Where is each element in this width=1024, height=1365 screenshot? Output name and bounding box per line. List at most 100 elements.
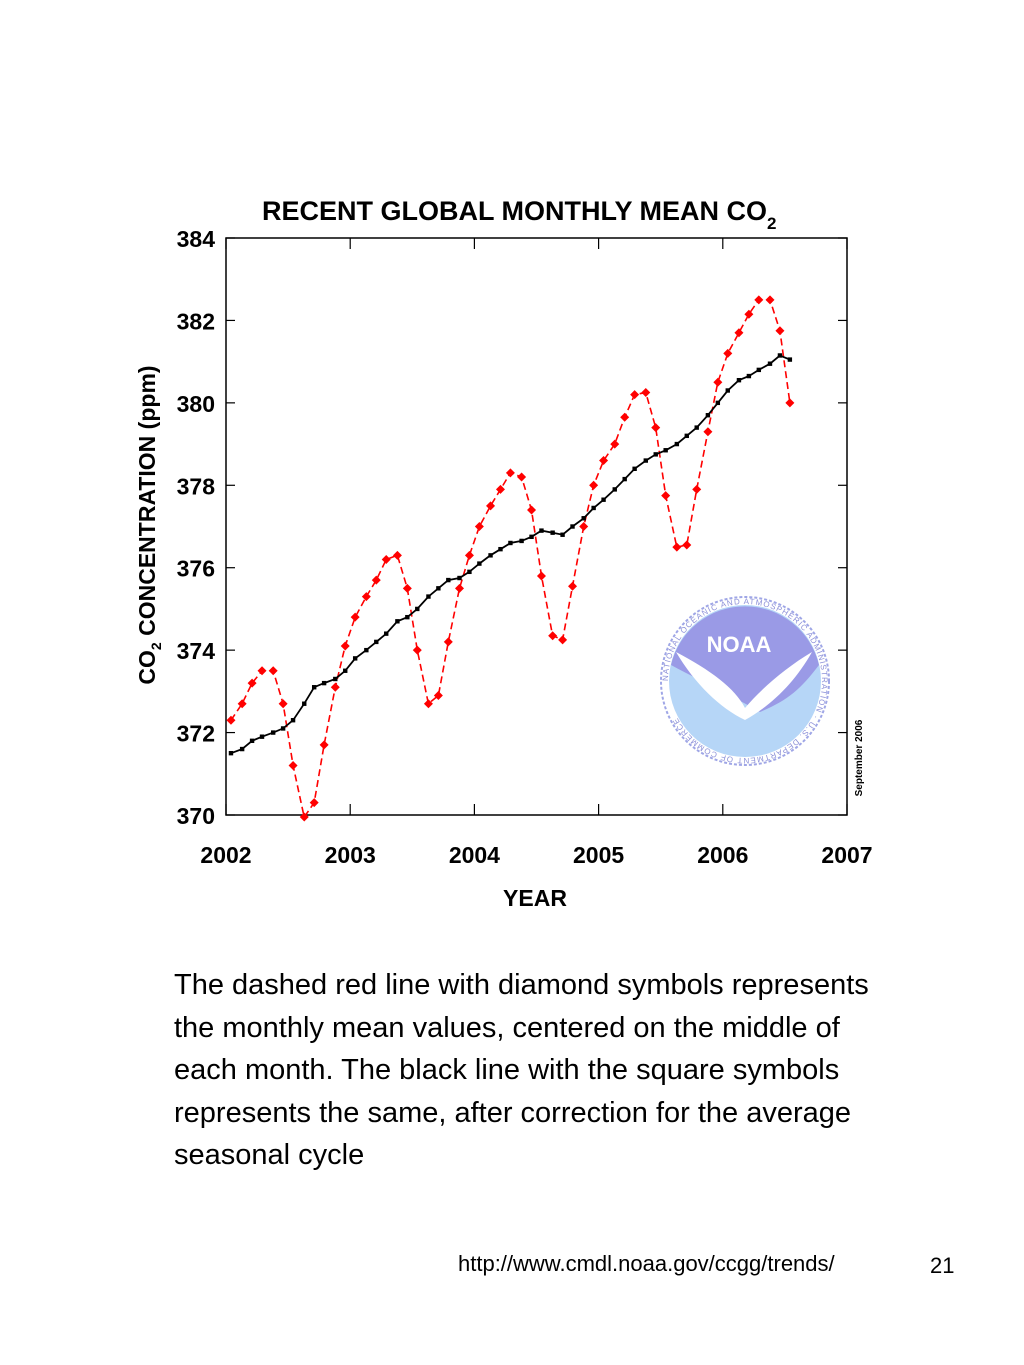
data-point-monthly [412,645,422,655]
data-point-monthly [713,377,723,387]
data-point-corrected [436,586,441,591]
data-point-monthly [371,575,381,585]
y-tick-label: 384 [177,226,216,252]
x-axis-label: YEAR [503,885,567,911]
co2-chart: RECENT GLOBAL MONTHLY MEAN CO2 CO2 CONCE… [134,196,873,911]
x-tick-label: 2002 [200,842,251,868]
series-corrected [228,353,793,756]
data-point-corrected [249,738,255,744]
data-point-monthly [474,522,484,531]
x-tick-label: 2004 [449,842,500,868]
data-point-monthly [381,554,391,564]
data-point-corrected [415,606,420,612]
data-point-corrected [333,676,338,682]
data-point-corrected [364,647,369,653]
y-tick-label: 376 [177,556,215,582]
data-point-monthly [548,631,558,641]
data-point-corrected [311,685,317,690]
data-point-monthly [744,309,754,319]
chart-title-subscript: 2 [767,214,776,233]
caption: The dashed red line with diamond symbols… [174,969,869,1171]
y-tick-label: 370 [177,803,215,829]
data-point-corrected [343,668,348,673]
data-point-corrected [612,487,617,492]
series-monthly [226,295,795,822]
data-point-monthly [247,678,257,688]
data-point-monthly [505,468,515,478]
data-point-corrected [352,656,358,661]
data-point-corrected [746,373,752,379]
data-point-corrected [581,516,586,521]
data-point-monthly [517,472,527,482]
data-point-monthly [775,326,785,336]
data-point-monthly [661,491,671,501]
data-point-corrected [280,726,286,731]
data-point-monthly [495,484,505,494]
data-point-corrected [467,569,472,575]
y-tick-label: 374 [177,638,216,664]
data-point-corrected [777,353,783,358]
noaa-logo-gull [676,652,812,720]
y-axis-label-post: CONCENTRATION (ppm) [134,365,160,642]
data-point-corrected [643,458,648,463]
source-url[interactable]: http://www.cmdl.noaa.gov/ccgg/trends/ [458,1251,835,1276]
data-point-corrected [694,425,699,430]
data-point-corrected [405,614,410,620]
plot-frame [225,237,848,816]
data-point-monthly [734,328,744,338]
data-point-corrected [601,497,606,502]
data-point-monthly [443,637,453,647]
data-point-corrected [550,530,555,535]
data-point-monthly [278,699,288,709]
data-point-corrected [426,594,431,599]
side-note: September 2006 [854,719,865,796]
x-tick-label: 2006 [697,842,748,868]
data-point-corrected [228,750,234,756]
chart-title: RECENT GLOBAL MONTHLY MEAN CO2 [262,196,777,233]
data-point-monthly [299,812,309,822]
data-point-corrected [715,400,721,406]
data-point-corrected [684,433,689,439]
data-point-corrected [560,532,565,537]
data-point-monthly [330,682,340,692]
data-point-corrected [570,524,575,529]
data-point-corrected [457,575,462,581]
data-point-monthly [361,592,371,602]
data-point-corrected [290,718,296,723]
data-point-monthly [723,348,733,358]
data-point-corrected [736,377,742,383]
data-point-monthly [536,571,546,581]
data-point-monthly [599,456,609,466]
y-axis-label: CO2 CONCENTRATION (ppm) [134,365,164,684]
x-tick-label: 2005 [573,842,624,868]
data-point-monthly [610,439,620,449]
data-point-corrected [508,540,513,546]
x-tick-label: 2007 [821,842,872,868]
data-point-monthly [340,641,350,651]
data-point-monthly [558,635,568,645]
y-tick-label: 372 [177,721,215,747]
data-point-monthly [319,740,329,750]
data-point-corrected [591,505,596,511]
data-point-monthly [672,542,682,552]
data-point-corrected [374,639,379,645]
data-point-monthly [527,505,537,515]
data-point-monthly [257,666,267,676]
data-point-monthly [309,798,319,808]
data-point-corrected [725,388,730,393]
data-point-monthly [486,501,496,511]
data-point-corrected [302,701,307,706]
data-point-monthly [703,427,713,437]
data-point-monthly [641,388,651,398]
y-tick-label: 380 [177,391,215,417]
data-point-corrected [705,413,711,418]
data-point-monthly [433,690,443,700]
data-point-corrected [270,730,276,735]
data-point-monthly [589,480,599,490]
data-point-monthly [651,423,661,433]
data-point-corrected [488,553,493,558]
data-point-corrected [622,476,627,482]
data-point-monthly [423,699,433,709]
data-point-monthly [682,540,692,550]
data-point-monthly [692,484,702,494]
